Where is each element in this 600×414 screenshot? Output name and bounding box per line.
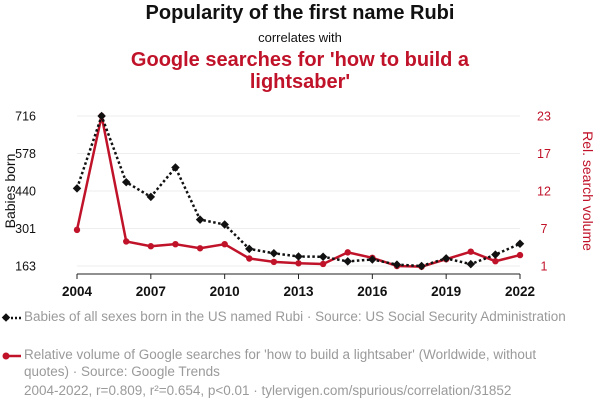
series1-point [417,261,426,271]
series1-point [121,177,131,187]
series1-point [441,254,451,263]
series1-point [294,252,303,261]
x-tick-label: 2007 [136,284,166,299]
x-tick-label: 2022 [505,284,535,299]
y-left-axis-label: Babies born [2,154,18,229]
y-right-axis-label: Rel. search volume [580,131,596,251]
series2-point [221,240,228,248]
series1-point [72,184,82,193]
series1-point [466,259,476,269]
y-left-tick-label: 163 [15,260,36,274]
series1-point [269,249,279,258]
chart-title-secondary: Google searches for 'how to build a ligh… [130,49,470,93]
y-right-tick-label: 12 [537,185,551,199]
x-tick-label: 2010 [210,284,240,299]
legend-label-series1: Babies of all sexes born in the US named… [24,309,566,324]
series2-point [270,258,278,266]
series2-point [295,260,302,267]
y-left-tick-label: 440 [15,185,36,199]
legend-swatch-series1 [1,313,21,322]
legend-item-series2: Relative volume of Google searches for '… [0,346,600,386]
chart-footer: 2004-2022, r=0.809, r²=0.654, p<0.01 · t… [24,383,512,398]
series1-point [491,250,500,259]
series1-point [318,252,328,262]
x-tick-label: 2013 [283,284,314,299]
series2-point [172,240,179,248]
legend-item-series1: Babies of all sexes born in the US named… [0,308,600,348]
series1-point [171,163,180,172]
x-tick-label: 2016 [357,284,388,299]
series1-point [392,260,402,269]
x-tick-label: 2004 [62,284,93,299]
x-tick-label: 2019 [431,284,461,299]
y-right-tick-label: 7 [541,222,548,236]
series1-point [195,215,205,224]
series2-point [147,243,155,250]
legend-label-series2: Relative volume of Google searches for '… [24,347,537,379]
series2-point [492,258,499,265]
series2-point [319,260,327,268]
series1-point [146,192,156,202]
series2-point [196,245,204,252]
y-left-tick-label: 578 [15,147,36,161]
y-right-tick-label: 1 [541,260,548,274]
series1-point [220,220,229,229]
series2-point [73,226,81,234]
y-right-tick-label: 17 [537,147,551,161]
series2-point [467,248,474,255]
chart-subtitle: correlates with [258,30,342,45]
series2-point [516,251,524,259]
series2-point [344,249,351,256]
legend-swatch-series2 [2,352,21,360]
series1-point [245,244,254,254]
series1-point [515,239,525,249]
y-left-tick-label: 301 [15,222,36,236]
y-left-tick-label: 716 [15,110,36,124]
chart-title: Popularity of the first name Rubi [145,2,455,24]
series2-point [246,255,253,262]
series1-point [368,255,377,264]
series2-point [123,238,130,245]
series1-point [343,257,352,266]
y-right-tick-label: 23 [537,110,551,124]
series1-point [97,111,106,121]
